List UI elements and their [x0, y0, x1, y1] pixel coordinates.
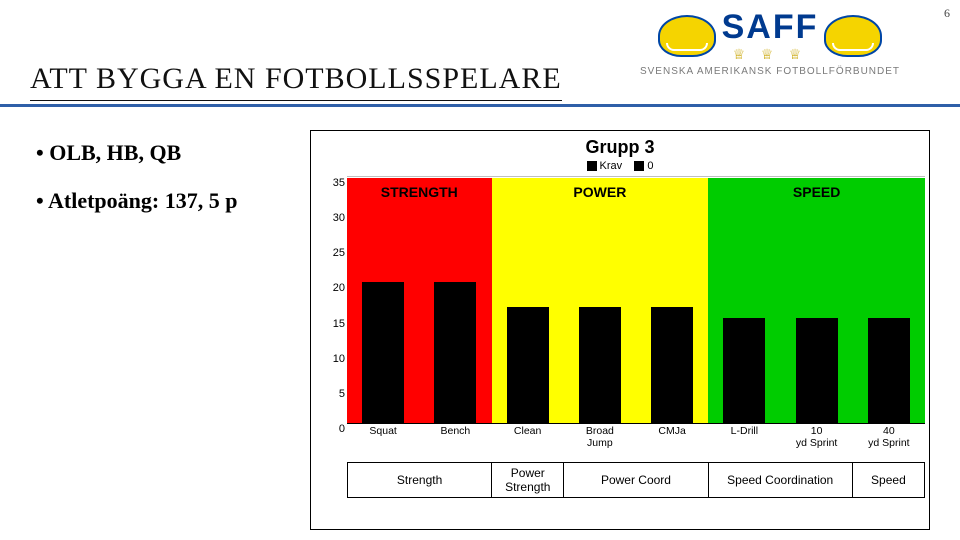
chart-title: Grupp 3: [321, 137, 919, 158]
zone-label: STRENGTH: [347, 184, 492, 200]
legend-label-1: 0: [647, 160, 653, 172]
x-label: L-Drill: [714, 426, 774, 438]
bar-cmja: [651, 307, 693, 423]
bar-l-drill: [723, 318, 765, 423]
chart-container: Grupp 3 Krav 0 05101520253035 STRENGTHPO…: [310, 130, 930, 530]
y-tick-label: 10: [333, 353, 345, 365]
y-tick-label: 30: [333, 212, 345, 224]
legend-label-0: Krav: [600, 160, 623, 172]
bar-10-yd-sprint: [796, 318, 838, 423]
x-axis-labels: Squat Bench Clean BroadJump CMJa L-Drill 10yd …: [347, 424, 925, 458]
y-tick-label: 5: [339, 388, 345, 400]
x-label: Bench: [425, 426, 485, 438]
bar-40-yd-sprint: [868, 318, 910, 423]
subtable-cell: Speed Coordination: [708, 463, 852, 498]
helmet-right-icon: [824, 15, 882, 57]
page-number: 6: [944, 6, 950, 21]
saff-logo: SAFF ♕ ♕ ♕ SVENSKA AMERIKANSK FOTBOLLFÖR…: [620, 8, 920, 77]
x-label: Clean: [498, 426, 558, 438]
y-tick-label: 25: [333, 247, 345, 259]
bullet-positions: OLB, HB, QB: [36, 140, 237, 166]
bar-broad-jump: [579, 307, 621, 423]
x-label: 40yd Sprint: [859, 426, 919, 449]
chart-legend: Krav 0: [321, 160, 919, 172]
bullet-points: Atletpoäng: 137, 5 p: [36, 188, 237, 214]
page-title: ATT BYGGA EN FOTBOLLSSPELARE: [30, 62, 562, 101]
subtable-cell: PowerStrength: [492, 463, 564, 498]
legend-swatch-icon: [634, 161, 644, 171]
title-rule: [0, 104, 960, 107]
x-label: BroadJump: [570, 426, 630, 449]
chart-plot-area: 05101520253035 STRENGTHPOWERSPEED: [347, 178, 925, 424]
bar-clean: [507, 307, 549, 423]
y-tick-label: 20: [333, 282, 345, 294]
zone-label: POWER: [492, 184, 709, 200]
x-label: CMJa: [642, 426, 702, 438]
x-label: 10yd Sprint: [787, 426, 847, 449]
helmet-left-icon: [658, 15, 716, 57]
subtable-cell: Strength: [348, 463, 492, 498]
crowns-icon: ♕ ♕ ♕: [722, 47, 819, 64]
logo-subtitle: SVENSKA AMERIKANSK FOTBOLLFÖRBUNDET: [620, 66, 920, 77]
zone-label: SPEED: [708, 184, 925, 200]
subtable-cell: Power Coord: [564, 463, 708, 498]
y-tick-label: 0: [339, 423, 345, 435]
logo-name: SAFF: [722, 8, 819, 47]
subtable-cell: Speed: [852, 463, 924, 498]
bar-squat: [362, 282, 404, 423]
y-tick-label: 15: [333, 318, 345, 330]
gridline: [347, 176, 925, 177]
legend-swatch-icon: [587, 161, 597, 171]
bullet-list: OLB, HB, QB Atletpoäng: 137, 5 p: [36, 140, 237, 236]
y-axis: 05101520253035: [321, 178, 347, 423]
x-label: Squat: [353, 426, 413, 438]
bar-bench: [434, 282, 476, 423]
category-subtable: StrengthPowerStrengthPower CoordSpeed Co…: [347, 462, 925, 498]
y-tick-label: 35: [333, 177, 345, 189]
